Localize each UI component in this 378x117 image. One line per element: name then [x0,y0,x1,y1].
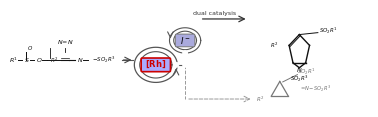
Text: $O$: $O$ [27,44,33,52]
Text: $O$: $O$ [36,56,42,64]
Text: $R^2$: $R^2$ [256,94,264,104]
Text: $R^2$: $R^2$ [270,41,278,50]
Circle shape [183,51,187,56]
Circle shape [174,62,179,67]
Text: $\!\!=\!N\!-\!SO_2R^3$: $\!\!=\!N\!-\!SO_2R^3$ [301,84,331,94]
Text: $SO_2R^3$: $SO_2R^3$ [290,73,309,84]
Circle shape [183,62,187,67]
Text: $I^-$: $I^-$ [180,35,191,46]
Text: $\bf{[Rh]}$: $\bf{[Rh]}$ [145,59,166,70]
Text: $N\!=\!N$: $N\!=\!N$ [57,38,73,46]
Text: $N$: $N$ [77,56,83,64]
Text: $N$: $N$ [296,66,302,74]
Text: $R^2$: $R^2$ [50,55,59,65]
Text: $R^1$: $R^1$ [9,55,19,65]
Text: $S$: $S$ [24,56,30,64]
FancyBboxPatch shape [141,58,170,72]
Text: dual catalysis: dual catalysis [193,11,236,16]
FancyBboxPatch shape [175,34,195,47]
Text: $SO_2R^1$: $SO_2R^1$ [297,67,316,77]
Text: $SO_2R^1$: $SO_2R^1$ [319,26,338,36]
Text: $-SO_2R^3$: $-SO_2R^3$ [92,55,116,65]
